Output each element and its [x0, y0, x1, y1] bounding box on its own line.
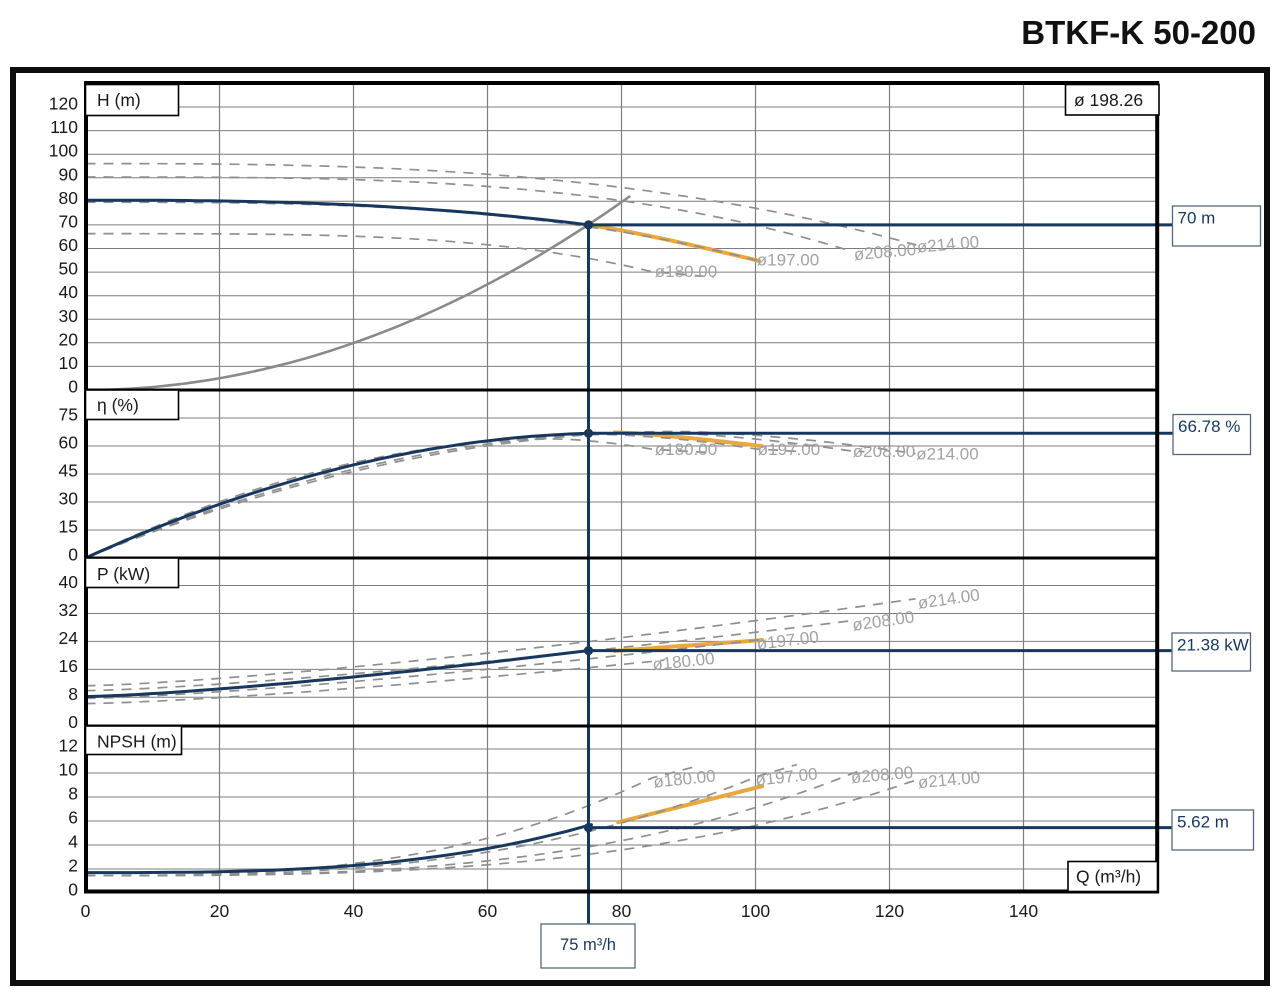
svg-text:21.38 kW: 21.38 kW — [1177, 636, 1249, 655]
svg-text:NPSH (m): NPSH (m) — [97, 732, 177, 752]
svg-text:50: 50 — [59, 259, 79, 279]
svg-text:ø214.00: ø214.00 — [916, 232, 980, 256]
svg-text:40: 40 — [59, 282, 79, 302]
svg-text:ø208.00: ø208.00 — [851, 607, 915, 634]
svg-text:6: 6 — [68, 808, 78, 828]
svg-text:ø197.00: ø197.00 — [758, 440, 820, 459]
svg-text:12: 12 — [59, 736, 78, 756]
svg-text:10: 10 — [59, 760, 79, 780]
svg-text:30: 30 — [59, 489, 79, 509]
svg-text:0: 0 — [81, 901, 91, 921]
svg-text:ø208.00: ø208.00 — [853, 442, 915, 461]
svg-text:30: 30 — [59, 306, 79, 326]
svg-text:70: 70 — [59, 211, 79, 231]
svg-text:100: 100 — [49, 141, 78, 161]
svg-text:ø208.00: ø208.00 — [853, 240, 917, 264]
svg-text:66.78 %: 66.78 % — [1178, 417, 1240, 436]
svg-text:75: 75 — [59, 405, 78, 425]
svg-text:ø214.00: ø214.00 — [917, 585, 981, 612]
svg-text:60: 60 — [478, 901, 498, 921]
svg-text:8: 8 — [68, 684, 78, 704]
svg-text:Q (m³/h): Q (m³/h) — [1076, 867, 1141, 887]
svg-text:ø214.00: ø214.00 — [916, 445, 978, 464]
svg-text:120: 120 — [49, 94, 78, 114]
svg-text:45: 45 — [59, 461, 78, 481]
svg-text:40: 40 — [344, 901, 364, 921]
svg-text:16: 16 — [59, 656, 78, 676]
svg-text:60: 60 — [59, 433, 79, 453]
svg-text:0: 0 — [68, 545, 78, 565]
svg-text:110: 110 — [50, 117, 78, 137]
svg-text:80: 80 — [612, 901, 632, 921]
svg-text:0: 0 — [68, 377, 78, 397]
svg-text:H (m): H (m) — [97, 90, 141, 110]
svg-text:ø197.00: ø197.00 — [757, 251, 819, 270]
svg-text:90: 90 — [59, 164, 79, 184]
svg-text:20: 20 — [59, 329, 79, 349]
svg-text:100: 100 — [741, 901, 770, 921]
svg-text:4: 4 — [68, 832, 78, 852]
svg-text:8: 8 — [68, 784, 78, 804]
svg-text:ø180.00: ø180.00 — [652, 766, 716, 791]
svg-text:5.62 m: 5.62 m — [1177, 813, 1229, 832]
svg-text:10: 10 — [59, 353, 79, 373]
svg-text:ø214.00: ø214.00 — [917, 768, 981, 792]
svg-text:ø180.00: ø180.00 — [655, 440, 717, 459]
svg-text:ø180.00: ø180.00 — [651, 649, 715, 674]
svg-text:P (kW): P (kW) — [97, 564, 150, 584]
svg-text:70 m: 70 m — [1178, 209, 1216, 228]
svg-text:η (%): η (%) — [97, 395, 139, 415]
svg-text:120: 120 — [875, 901, 904, 921]
svg-text:60: 60 — [59, 235, 79, 255]
svg-text:140: 140 — [1009, 901, 1038, 921]
svg-text:ø180.00: ø180.00 — [655, 262, 717, 281]
svg-text:80: 80 — [59, 188, 79, 208]
svg-text:ø 198.26: ø 198.26 — [1074, 90, 1143, 110]
svg-text:0: 0 — [68, 712, 78, 732]
svg-text:24: 24 — [59, 628, 79, 648]
svg-text:20: 20 — [210, 901, 230, 921]
svg-text:75 m³/h: 75 m³/h — [560, 936, 616, 954]
svg-text:40: 40 — [59, 572, 79, 592]
svg-text:15: 15 — [59, 517, 78, 537]
svg-text:0: 0 — [68, 880, 78, 900]
svg-text:2: 2 — [68, 856, 78, 876]
svg-text:ø197.00: ø197.00 — [754, 764, 818, 789]
svg-text:32: 32 — [59, 600, 78, 620]
